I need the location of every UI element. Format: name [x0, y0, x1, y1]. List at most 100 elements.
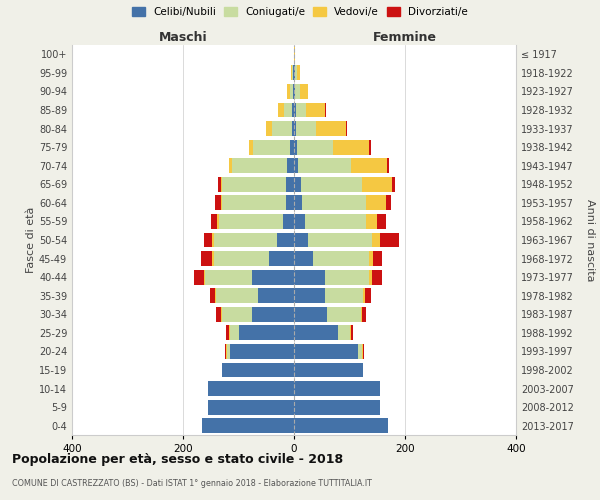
Legend: Celibi/Nubili, Coniugati/e, Vedovi/e, Divorziati/e: Celibi/Nubili, Coniugati/e, Vedovi/e, Di…	[130, 5, 470, 20]
Bar	[229, 326, 230, 340]
Bar	[298, 158, 351, 173]
Bar	[295, 84, 299, 99]
Bar	[293, 84, 294, 99]
Bar	[212, 232, 214, 248]
Bar	[290, 140, 294, 154]
Bar	[294, 121, 296, 136]
Bar	[232, 158, 287, 173]
Bar	[298, 140, 334, 154]
Bar	[204, 232, 212, 248]
Bar	[287, 158, 294, 173]
Bar	[202, 418, 294, 433]
Bar	[230, 344, 294, 359]
Bar	[325, 270, 369, 284]
Bar	[294, 400, 380, 414]
Bar	[218, 177, 221, 192]
Bar	[328, 307, 361, 322]
Bar	[361, 307, 362, 322]
Bar	[253, 140, 290, 154]
Bar	[217, 214, 219, 229]
Bar	[294, 288, 325, 303]
Bar	[362, 307, 366, 322]
Bar	[269, 251, 294, 266]
Bar	[372, 232, 380, 248]
Bar	[313, 251, 369, 266]
Bar	[217, 288, 258, 303]
Bar	[266, 121, 272, 136]
Bar	[294, 232, 308, 248]
Bar	[365, 288, 371, 303]
Bar	[208, 400, 294, 414]
Bar	[287, 84, 290, 99]
Bar	[302, 196, 366, 210]
Bar	[294, 307, 328, 322]
Bar	[297, 66, 299, 80]
Y-axis label: Fasce di età: Fasce di età	[26, 207, 36, 273]
Bar	[194, 270, 204, 284]
Bar	[202, 251, 212, 266]
Bar	[350, 326, 353, 340]
Bar	[226, 344, 227, 359]
Bar	[222, 196, 286, 210]
Bar	[338, 326, 349, 340]
Bar	[292, 102, 294, 118]
Bar	[373, 251, 382, 266]
Bar	[294, 177, 301, 192]
Bar	[292, 121, 294, 136]
Bar	[222, 362, 294, 378]
Bar	[294, 344, 358, 359]
Bar	[305, 102, 325, 118]
Bar	[283, 214, 294, 229]
Bar	[325, 102, 326, 118]
Bar	[222, 307, 253, 322]
Bar	[222, 177, 286, 192]
Bar	[294, 214, 305, 229]
Bar	[225, 344, 226, 359]
Bar	[294, 270, 325, 284]
Bar	[214, 232, 277, 248]
Bar	[286, 177, 294, 192]
Bar	[366, 196, 386, 210]
Bar	[294, 196, 302, 210]
Bar	[392, 177, 395, 192]
Bar	[290, 84, 293, 99]
Bar	[296, 121, 316, 136]
Bar	[369, 270, 372, 284]
Bar	[258, 288, 294, 303]
Text: COMUNE DI CASTREZZATO (BS) - Dati ISTAT 1° gennaio 2018 - Elaborazione TUTTITALI: COMUNE DI CASTREZZATO (BS) - Dati ISTAT …	[12, 479, 372, 488]
Bar	[369, 251, 373, 266]
Bar	[334, 140, 370, 154]
Bar	[294, 102, 296, 118]
Bar	[380, 232, 400, 248]
Bar	[294, 381, 380, 396]
Bar	[208, 381, 294, 396]
Bar	[294, 84, 295, 99]
Bar	[229, 158, 232, 173]
Bar	[239, 326, 294, 340]
Bar	[299, 84, 308, 99]
Bar	[366, 214, 377, 229]
Bar	[277, 232, 294, 248]
Bar	[362, 344, 364, 359]
Bar	[272, 121, 292, 136]
Bar	[362, 177, 392, 192]
Bar	[215, 196, 221, 210]
Bar	[284, 102, 292, 118]
Bar	[217, 307, 221, 322]
Bar	[286, 196, 294, 210]
Bar	[294, 47, 295, 62]
Bar	[226, 326, 229, 340]
Bar	[370, 140, 371, 154]
Bar	[308, 232, 372, 248]
Bar	[386, 196, 391, 210]
Bar	[294, 418, 388, 433]
Bar	[230, 326, 239, 340]
Text: Maschi: Maschi	[158, 30, 208, 44]
Text: Femmine: Femmine	[373, 30, 437, 44]
Bar	[253, 307, 294, 322]
Bar	[294, 140, 298, 154]
Bar	[209, 288, 215, 303]
Bar	[292, 66, 293, 80]
Bar	[295, 66, 297, 80]
Bar	[294, 362, 364, 378]
